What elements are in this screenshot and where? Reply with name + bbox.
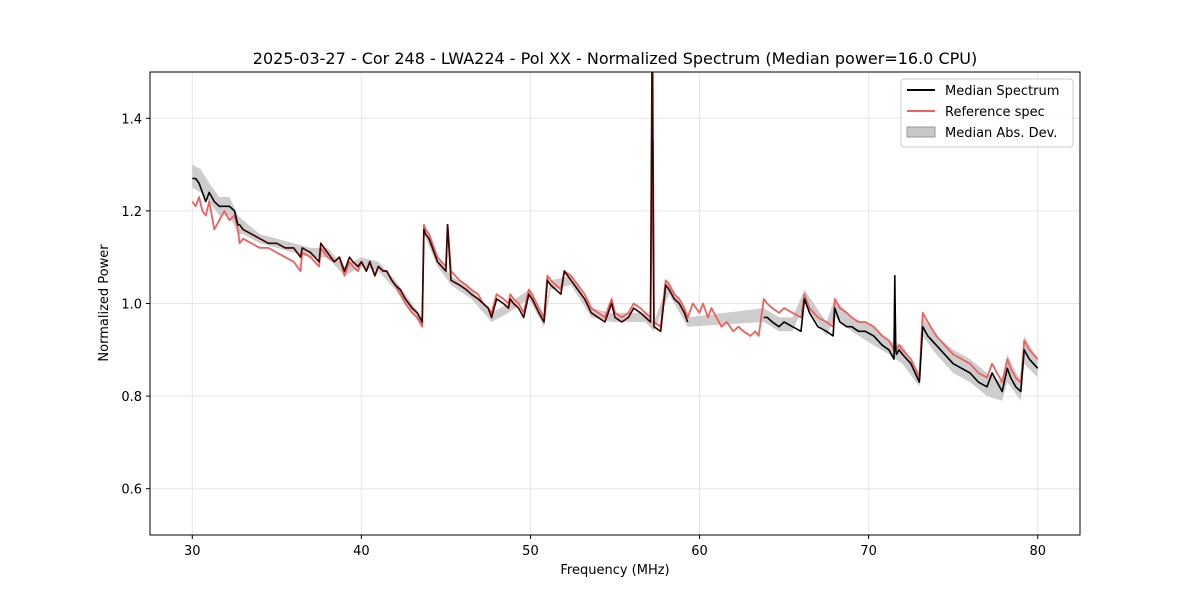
y-tick-label: 1.4 [121, 112, 142, 127]
grid-lines [150, 72, 1080, 535]
x-tick-label: 80 [1029, 544, 1046, 559]
chart-title: 2025-03-27 - Cor 248 - LWA224 - Pol XX -… [253, 49, 977, 68]
y-tick-label: 1.0 [121, 298, 142, 313]
x-tick-label: 30 [184, 544, 201, 559]
x-tick-label: 60 [691, 544, 708, 559]
x-tick-label: 40 [353, 544, 370, 559]
legend-mad-swatch [906, 126, 936, 138]
x-tick-label: 50 [522, 544, 539, 559]
y-axis-ticks: 0.6 0.8 1.0 1.2 1.4 [121, 112, 150, 498]
legend: Median Spectrum Reference spec Median Ab… [900, 78, 1074, 148]
median-layer [192, 72, 1039, 393]
plot-area [191, 72, 1039, 401]
legend-box [900, 78, 1074, 148]
overlap-line [242, 72, 689, 333]
y-tick-label: 1.2 [121, 205, 142, 220]
median-line-segment-2 [763, 274, 1039, 393]
x-tick-label: 70 [860, 544, 877, 559]
y-tick-label: 0.6 [121, 483, 142, 498]
y-tick-label: 0.8 [121, 390, 142, 405]
x-axis-label: Frequency (MHz) [560, 563, 669, 578]
legend-median-label: Median Spectrum [945, 84, 1059, 99]
legend-mad-label: Median Abs. Dev. [945, 126, 1057, 141]
x-axis-ticks: 30 40 50 60 70 80 [184, 535, 1046, 559]
y-axis-label: Normalized Power [97, 244, 112, 362]
legend-reference-label: Reference spec [945, 105, 1045, 120]
